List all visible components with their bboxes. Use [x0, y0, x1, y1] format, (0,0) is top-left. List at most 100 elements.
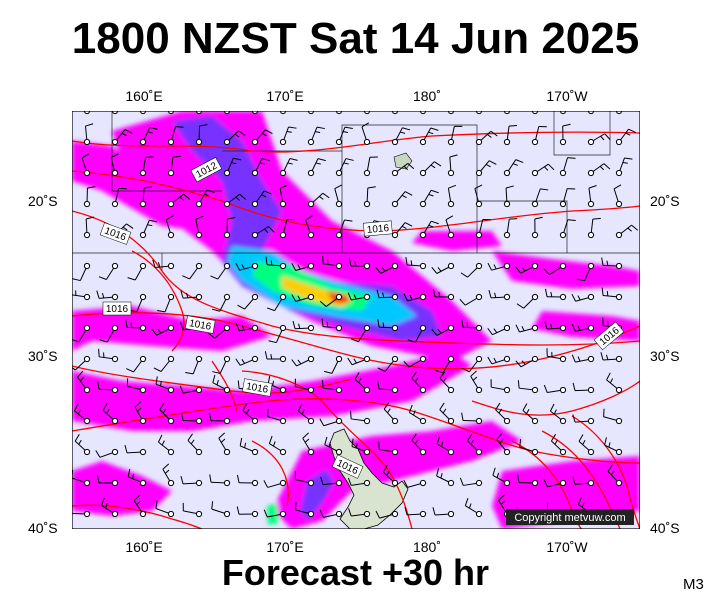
- wind-barb: [436, 468, 455, 487]
- lon-label-top-170w: 170˚W: [546, 88, 588, 104]
- wind-barb: [571, 323, 595, 332]
- wind-barb: [419, 161, 442, 177]
- wind-barb: [516, 293, 539, 309]
- wind-barb: [291, 293, 315, 303]
- wind-barb: [99, 324, 119, 343]
- wind-barb: [305, 215, 315, 239]
- lon-label-top-180: 180˚: [412, 88, 442, 104]
- wind-barb: [294, 378, 315, 394]
- wind-barb: [155, 500, 175, 518]
- wind-barb: [615, 128, 637, 146]
- wind-barb: [571, 293, 595, 302]
- lon-label-top-160e: 160˚E: [125, 88, 163, 104]
- wind-barb: [503, 185, 514, 208]
- wind-barb: [210, 262, 231, 280]
- wind-barb: [267, 408, 287, 425]
- wind-barb: [615, 111, 623, 115]
- lat-label-right-30s: 30˚S: [650, 348, 680, 364]
- wind-barb: [209, 412, 231, 425]
- wind-barb: [251, 226, 275, 239]
- wind-barb: [321, 380, 343, 394]
- wind-barb: [363, 111, 371, 115]
- wind-barb: [96, 290, 119, 301]
- wind-barb: [77, 370, 91, 394]
- wind-barb: [223, 157, 242, 177]
- wind-barb: [155, 376, 175, 394]
- wind-barb: [263, 479, 287, 488]
- wind-barb: [351, 438, 371, 456]
- rain-patch-south-core: [267, 503, 279, 525]
- wind-barb: [180, 476, 203, 487]
- wind-barb: [461, 319, 483, 332]
- wind-barb: [503, 159, 524, 177]
- wind-barb: [431, 262, 455, 274]
- wind-barb: [319, 417, 343, 427]
- wind-barb: [95, 448, 119, 458]
- wind-barb: [97, 381, 119, 394]
- wind-barb: [98, 348, 119, 363]
- wind-barb: [347, 355, 371, 366]
- wind-barb: [549, 403, 567, 425]
- forecast-label: Forecast +30 hr: [221, 552, 490, 593]
- wind-barb: [487, 262, 511, 271]
- wind-barb: [411, 371, 427, 394]
- wind-barb: [235, 355, 259, 366]
- wind-barb: [475, 130, 498, 146]
- wind-barb: [543, 479, 567, 488]
- wind-barb: [182, 262, 203, 280]
- wind-barb: [403, 293, 427, 302]
- wind-barb: [324, 436, 343, 456]
- wind-barb: [391, 191, 413, 208]
- wind-barb: [531, 188, 549, 208]
- wind-barb: [517, 474, 539, 487]
- wind-barb: [242, 403, 259, 425]
- wind-barb: [251, 111, 259, 115]
- wind-barb: [321, 318, 343, 332]
- wind-barb: [139, 186, 153, 208]
- wind-barb: [490, 379, 511, 394]
- wind-barb: [531, 163, 555, 177]
- wind-barb: [461, 412, 483, 425]
- wind-barb: [603, 408, 623, 425]
- wind-barb: [391, 127, 411, 146]
- wind-barb: [391, 111, 399, 115]
- wind-barb: [335, 126, 353, 146]
- wind-barb: [157, 434, 175, 456]
- wind-barb: [152, 259, 175, 270]
- wind-barb: [211, 501, 231, 518]
- wind-barb: [519, 439, 539, 456]
- wind-barb: [151, 324, 175, 336]
- wind-barb: [335, 111, 343, 115]
- wind-barb: [167, 111, 175, 115]
- wind-barb: [139, 156, 154, 177]
- wind-barb: [127, 468, 147, 487]
- wind-barb: [267, 375, 287, 394]
- lon-label-top-170e: 170˚E: [266, 88, 304, 104]
- wind-barb: [604, 437, 623, 456]
- wind-barb: [223, 111, 231, 115]
- lat-label-left-40s: 40˚S: [28, 520, 58, 536]
- wind-barb: [165, 215, 175, 239]
- wind-barb: [218, 432, 231, 456]
- wind-barb: [391, 163, 415, 177]
- wind-barb: [72, 262, 91, 282]
- wind-barb: [571, 354, 595, 363]
- isobar-label-1016-b: 1016: [366, 223, 390, 236]
- wind-barb: [235, 323, 259, 332]
- wind-barb: [601, 287, 623, 301]
- wind-barb: [182, 502, 203, 518]
- wind-barb: [195, 189, 215, 208]
- wind-barb: [383, 402, 399, 425]
- wind-barb: [475, 111, 483, 115]
- wind-barb: [167, 155, 181, 177]
- wind-barb: [223, 193, 247, 208]
- wind-barb: [350, 324, 371, 343]
- wind-barb: [531, 125, 547, 146]
- wind-barb: [111, 187, 127, 208]
- wind-barb: [307, 192, 330, 208]
- lat-label-left-20s: 20˚S: [28, 193, 58, 209]
- wind-barb: [460, 262, 483, 278]
- wind-barb: [607, 464, 623, 487]
- wind-barb: [264, 351, 287, 363]
- wind-barb: [503, 218, 518, 239]
